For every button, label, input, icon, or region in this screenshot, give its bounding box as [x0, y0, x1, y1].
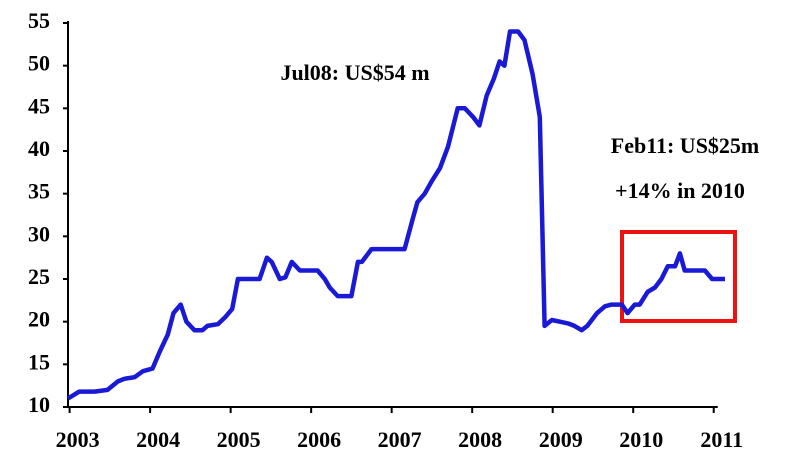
annotation: Jul08: US$54 m [280, 60, 429, 85]
x-tick-label: 2003 [56, 427, 100, 452]
x-tick-label: 2009 [539, 427, 583, 452]
x-tick-label: 2011 [700, 427, 743, 452]
y-tick-label: 10 [28, 392, 50, 417]
x-tick-label: 2007 [378, 427, 422, 452]
highlight-box [620, 230, 737, 323]
y-tick-label: 30 [28, 221, 50, 246]
y-tick-label: 15 [28, 349, 50, 374]
annotation: Feb11: US$25m [611, 133, 760, 158]
data-line [66, 29, 725, 401]
y-tick-label: 35 [28, 179, 50, 204]
y-tick-label: 40 [28, 136, 50, 161]
y-tick-label: 25 [28, 264, 50, 289]
x-tick-label: 2006 [297, 427, 341, 452]
y-tick-label: 20 [28, 307, 50, 332]
x-tick-label: 2005 [217, 427, 261, 452]
y-tick-label: 50 [28, 51, 50, 76]
y-tick-label: 45 [28, 93, 50, 118]
x-tick-label: 2008 [458, 427, 502, 452]
x-tick-label: 2004 [136, 427, 180, 452]
x-tick-label: 2010 [619, 427, 663, 452]
y-tick-label: 55 [28, 8, 50, 33]
annotation: +14% in 2010 [615, 178, 745, 203]
